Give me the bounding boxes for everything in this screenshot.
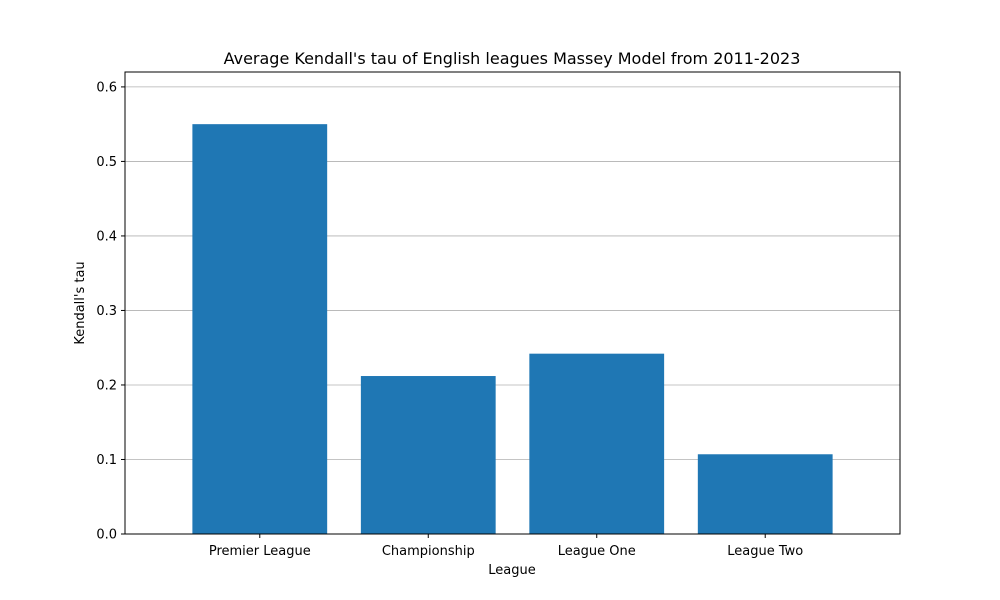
y-tick-label: 0.5	[96, 155, 117, 170]
y-tick-label: 0.6	[96, 80, 117, 95]
y-tick-label: 0.1	[96, 453, 117, 468]
bar	[360, 376, 496, 534]
x-tick-label: Premier League	[209, 544, 311, 559]
x-axis-ticks: Premier League Championship League One Leag…	[209, 534, 803, 559]
plot-frame	[124, 71, 901, 535]
y-tick-label: 0.2	[96, 378, 117, 393]
bars	[192, 124, 833, 535]
bar	[529, 353, 665, 534]
y-tick-label: 0.3	[96, 304, 117, 319]
y-axis-ticks: 0.0 0.1 0.2 0.3 0.4 0.5 0.6	[96, 80, 125, 543]
y-tick-label: 0.0	[96, 528, 117, 543]
x-axis-label: League	[488, 563, 535, 578]
y-tick-label: 0.4	[96, 229, 117, 244]
x-tick-label: League One	[558, 544, 636, 559]
x-tick-label: League Two	[727, 544, 803, 559]
chart-title: Average Kendall's tau of English leagues…	[224, 49, 801, 68]
bar	[192, 124, 328, 535]
x-tick-label: Championship	[382, 544, 475, 559]
y-axis-label: Kendall's tau	[73, 261, 88, 344]
bar	[697, 454, 833, 534]
